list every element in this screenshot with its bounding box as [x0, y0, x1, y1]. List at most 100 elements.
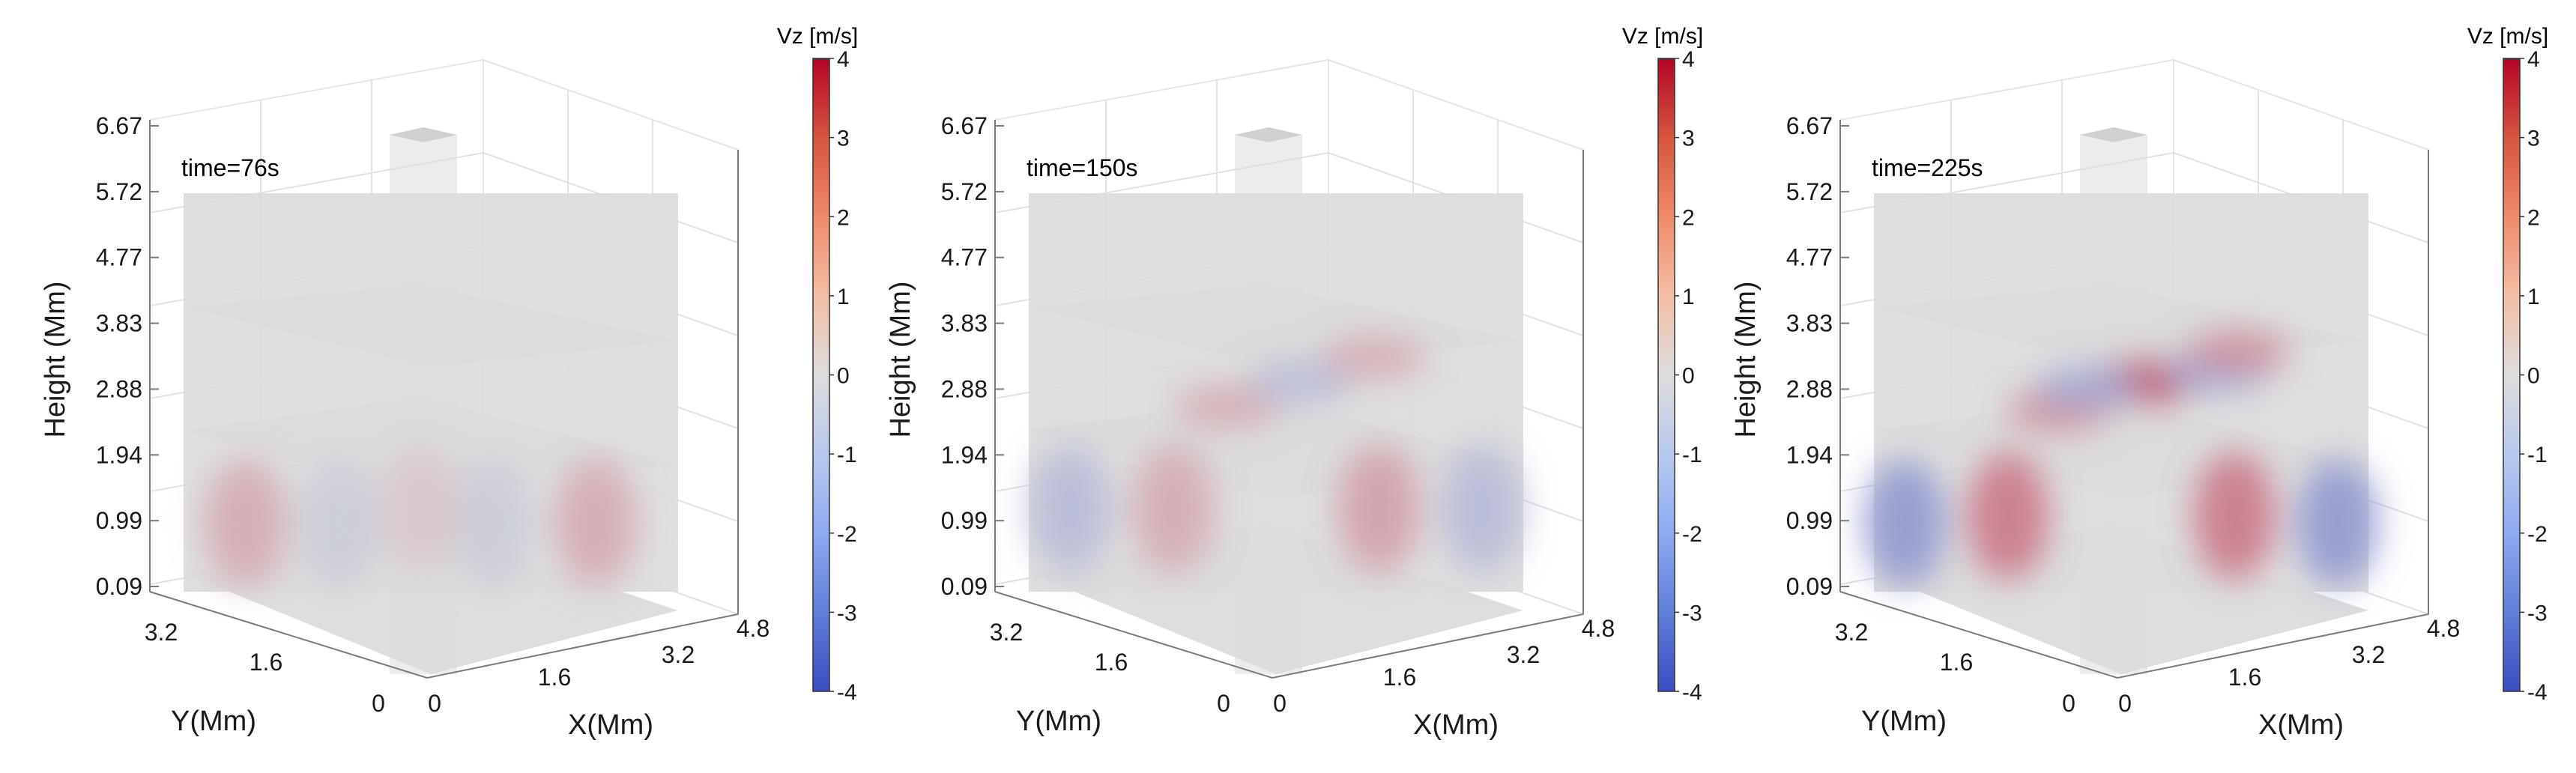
z-tick-label: 5.72 [941, 178, 988, 205]
x-tick-label: 0 [2118, 690, 2132, 717]
slice-tab [1235, 127, 1302, 142]
y-axis-title: Y(Mm) [1016, 706, 1101, 737]
colorbar-tick-label: 3 [1682, 127, 1695, 151]
z-tick-label: 6.67 [96, 112, 142, 139]
y-tick-label: 3.2 [990, 619, 1023, 646]
vz-blob [2193, 452, 2276, 580]
x-tick-label: 0 [1273, 690, 1287, 717]
z-tick-label: 4.77 [1786, 244, 1833, 271]
colorbar [2503, 58, 2521, 692]
z-tick-label: 4.77 [96, 244, 142, 271]
colorbar-tick-label: 0 [2527, 364, 2540, 389]
x-tick-label: 1.6 [1383, 664, 1416, 691]
colorbar-tick-label: 2 [1682, 205, 1695, 230]
z-tick-label: 2.88 [941, 375, 988, 402]
x-tick-label: 3.2 [662, 641, 695, 668]
z-tick-label: 4.77 [941, 244, 988, 271]
vz-blob [1863, 458, 1947, 586]
colorbar-tick-label: 4 [1682, 47, 1695, 72]
x-tick-label: 1.6 [2228, 664, 2261, 691]
y-tick-label: 0 [372, 690, 385, 717]
y-axis-line [149, 591, 428, 679]
colorbar-tick-label: -1 [1682, 443, 1702, 467]
colorbar-tick-label: -3 [1682, 601, 1702, 625]
colorbar-tick-label: 0 [1682, 364, 1695, 389]
x-tick-label: 0 [428, 690, 441, 717]
x-axis-title: X(Mm) [568, 709, 653, 741]
z-tick-label: 3.83 [1786, 310, 1833, 337]
vz-blob [451, 458, 534, 586]
colorbar-tick-label: 2 [837, 205, 850, 230]
z-tick-label: 0.09 [941, 573, 988, 600]
colorbar-tick-label: -3 [837, 601, 857, 625]
slice-tab [390, 127, 457, 142]
colorbar-tick-label: 3 [837, 127, 850, 151]
x-tick-label: 3.2 [1507, 641, 1540, 668]
x-tick-label: 3.2 [2352, 641, 2385, 668]
z-tick-label: 3.83 [941, 310, 988, 337]
z-tick-label: 2.88 [1786, 375, 1833, 402]
colorbar-title: Vz [m/s] [2467, 24, 2548, 49]
vz-blob [1966, 452, 2049, 580]
colorbar-tick-label: -2 [2527, 522, 2548, 547]
vz-blob [1248, 361, 1353, 403]
y-axis-line [1839, 591, 2118, 679]
colorbar-tick-label: -4 [1682, 680, 1702, 705]
x-tick-label: 4.8 [2427, 615, 2460, 642]
colorbar-title: Vz [m/s] [777, 24, 858, 49]
vz-blob [1173, 385, 1279, 428]
colorbar-title: Vz [m/s] [1622, 24, 1703, 49]
vz-blob [554, 458, 637, 586]
colorbar-tick-label: 0 [837, 364, 850, 389]
z-tick-label: 6.67 [941, 112, 988, 139]
x-axis-title: X(Mm) [2258, 709, 2344, 741]
z-tick-label: 0.99 [96, 507, 142, 534]
colorbar-tick-label: 1 [2527, 285, 2540, 309]
vz-blob [2185, 330, 2291, 373]
colorbar-tick-label: 3 [2527, 127, 2540, 151]
chart-panel: 6.67 5.72 4.77 3.83 2.88 1.94 0.99 0.09 Height (… [885, 24, 1703, 741]
z-axis-title: Height (Mm) [885, 281, 916, 437]
vz-blob [204, 458, 287, 586]
x-axis-line [1272, 613, 1584, 679]
x-axis-title: X(Mm) [1413, 709, 1499, 741]
colorbar-tick-label: 4 [2527, 47, 2540, 72]
colorbar-tick-label: 1 [1682, 285, 1695, 309]
velocity-features [1863, 330, 2379, 586]
vz-blob [1131, 445, 1215, 573]
slice-tab [2080, 127, 2147, 142]
velocity-features [1029, 336, 1523, 573]
colorbar-tick-label: 4 [837, 47, 850, 72]
time-label: time=225s [1872, 154, 1983, 181]
time-label: time=150s [1027, 154, 1138, 181]
colorbar-tick-label: -4 [2527, 680, 2548, 705]
y-tick-label: 1.6 [1940, 649, 1973, 676]
y-tick-label: 3.2 [145, 619, 178, 646]
y-tick-label: 0 [1217, 690, 1230, 717]
vz-blob [297, 458, 380, 586]
z-tick-label: 1.94 [1786, 441, 1833, 468]
colorbar-tick-label: 1 [837, 285, 850, 309]
y-axis-line [994, 591, 1273, 679]
colorbar [1657, 58, 1675, 692]
colorbar-tick-label: -2 [1682, 522, 1702, 547]
y-tick-label: 1.6 [250, 649, 282, 676]
y-tick-label: 3.2 [1835, 619, 1868, 646]
y-tick-label: 0 [2062, 690, 2075, 717]
vz-blob [379, 445, 462, 573]
z-tick-label: 6.67 [1786, 112, 1833, 139]
z-tick-label: 1.94 [96, 441, 142, 468]
vz-blob [1441, 445, 1523, 573]
z-tick-label: 5.72 [96, 178, 142, 205]
colorbar-tick-label: -1 [2527, 443, 2548, 467]
colorbar-tick-label: -1 [837, 443, 857, 467]
vz-blob [2035, 366, 2141, 409]
vz-blob [1337, 445, 1421, 573]
colorbar [812, 58, 830, 692]
colorbar-tick-label: 2 [2527, 205, 2540, 230]
z-axis-title: Height (Mm) [1730, 281, 1762, 437]
colorbar-tick-label: -3 [2527, 601, 2548, 625]
time-label: time=76s [181, 154, 279, 181]
x-tick-label: 4.8 [737, 615, 770, 642]
